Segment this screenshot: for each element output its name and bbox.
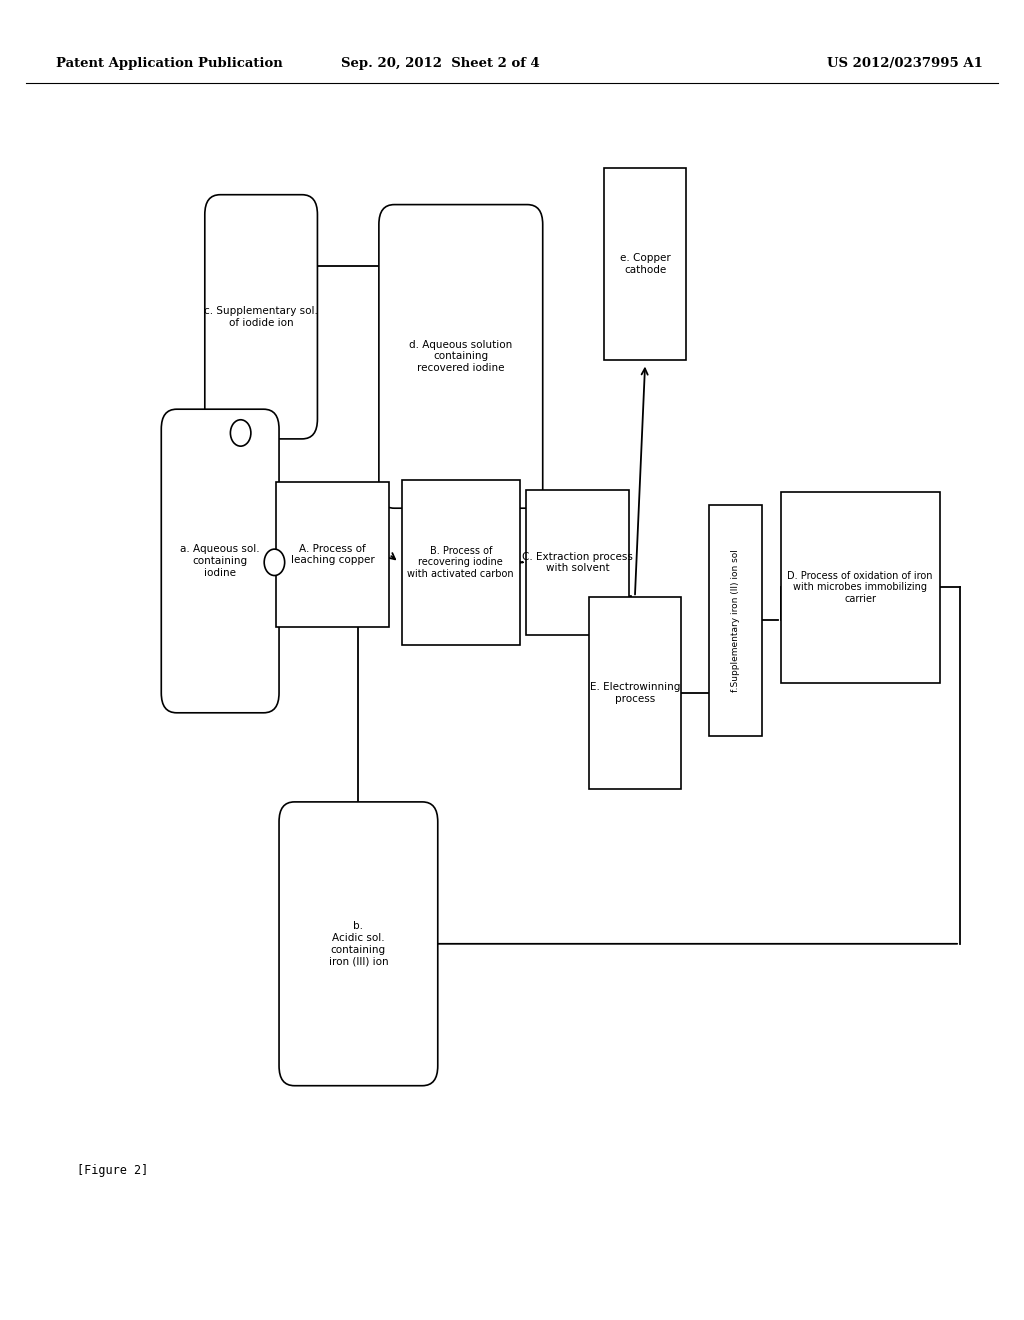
FancyBboxPatch shape	[161, 409, 279, 713]
Circle shape	[230, 420, 251, 446]
Text: e. Copper
cathode: e. Copper cathode	[620, 253, 671, 275]
FancyBboxPatch shape	[401, 480, 520, 645]
Text: C. Extraction process
with solvent: C. Extraction process with solvent	[522, 552, 633, 573]
Text: Patent Application Publication: Patent Application Publication	[56, 57, 283, 70]
Text: b.
Acidic sol.
containing
iron (III) ion: b. Acidic sol. containing iron (III) ion	[329, 921, 388, 966]
FancyBboxPatch shape	[205, 195, 317, 438]
FancyBboxPatch shape	[589, 597, 681, 789]
Text: E. Electrowinning
process: E. Electrowinning process	[590, 682, 680, 704]
Text: US 2012/0237995 A1: US 2012/0237995 A1	[827, 57, 983, 70]
FancyBboxPatch shape	[526, 490, 629, 635]
Text: A. Process of
leaching copper: A. Process of leaching copper	[291, 544, 375, 565]
FancyBboxPatch shape	[780, 491, 940, 682]
Text: c. Supplementary sol.
of iodide ion: c. Supplementary sol. of iodide ion	[204, 306, 318, 327]
Circle shape	[264, 549, 285, 576]
FancyBboxPatch shape	[276, 482, 389, 627]
FancyBboxPatch shape	[379, 205, 543, 508]
Text: Sep. 20, 2012  Sheet 2 of 4: Sep. 20, 2012 Sheet 2 of 4	[341, 57, 540, 70]
Text: B. Process of
recovering iodine
with activated carbon: B. Process of recovering iodine with act…	[408, 545, 514, 579]
Text: a. Aqueous sol.
containing
iodine: a. Aqueous sol. containing iodine	[180, 544, 260, 578]
Text: f.Supplementary iron (II) ion sol: f.Supplementary iron (II) ion sol	[731, 549, 739, 692]
Text: D. Process of oxidation of iron
with microbes immobilizing
carrier: D. Process of oxidation of iron with mic…	[787, 570, 933, 605]
Text: d. Aqueous solution
containing
recovered iodine: d. Aqueous solution containing recovered…	[410, 339, 512, 374]
FancyBboxPatch shape	[709, 506, 762, 737]
FancyBboxPatch shape	[604, 168, 686, 359]
FancyBboxPatch shape	[279, 803, 438, 1085]
Text: [Figure 2]: [Figure 2]	[77, 1164, 148, 1177]
